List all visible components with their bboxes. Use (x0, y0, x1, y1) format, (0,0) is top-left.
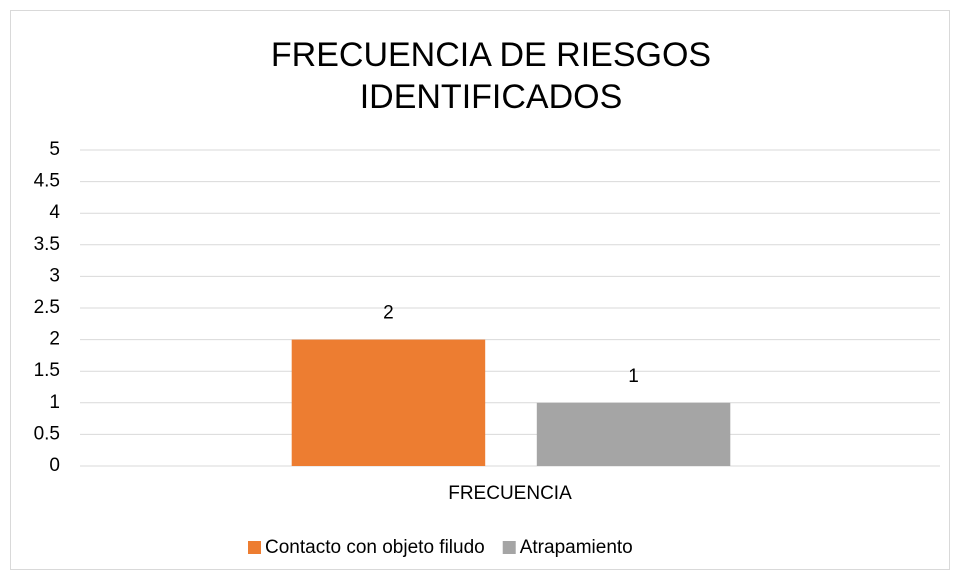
chart-title: FRECUENCIA DE RIESGOS IDENTIFICADOS (270, 36, 712, 116)
y-tick-label: 4 (49, 202, 60, 223)
y-tick-label: 2.5 (34, 297, 60, 318)
x-tick-label: FRECUENCIA (448, 483, 572, 504)
y-tick-label: 3 (49, 265, 60, 286)
bar (291, 339, 486, 466)
y-tick-label: 4.5 (34, 171, 60, 192)
legend-label: Contacto con objeto filudo (265, 537, 485, 558)
data-label: 2 (383, 303, 394, 324)
y-tick-label: 3.5 (34, 234, 60, 255)
legend-label: Atrapamiento (520, 537, 633, 558)
legend-swatch (502, 541, 516, 554)
legend-swatch (248, 541, 261, 554)
y-tick-label: 1.5 (34, 360, 60, 381)
y-tick-label: 0.5 (34, 423, 60, 444)
y-tick-label: 1 (49, 392, 60, 413)
data-label: 1 (628, 366, 639, 387)
bar (536, 402, 731, 466)
y-tick-label: 0 (49, 455, 60, 476)
y-tick-label: 2 (49, 329, 60, 350)
y-tick-label: 5 (49, 139, 60, 160)
chart-border (10, 10, 950, 570)
